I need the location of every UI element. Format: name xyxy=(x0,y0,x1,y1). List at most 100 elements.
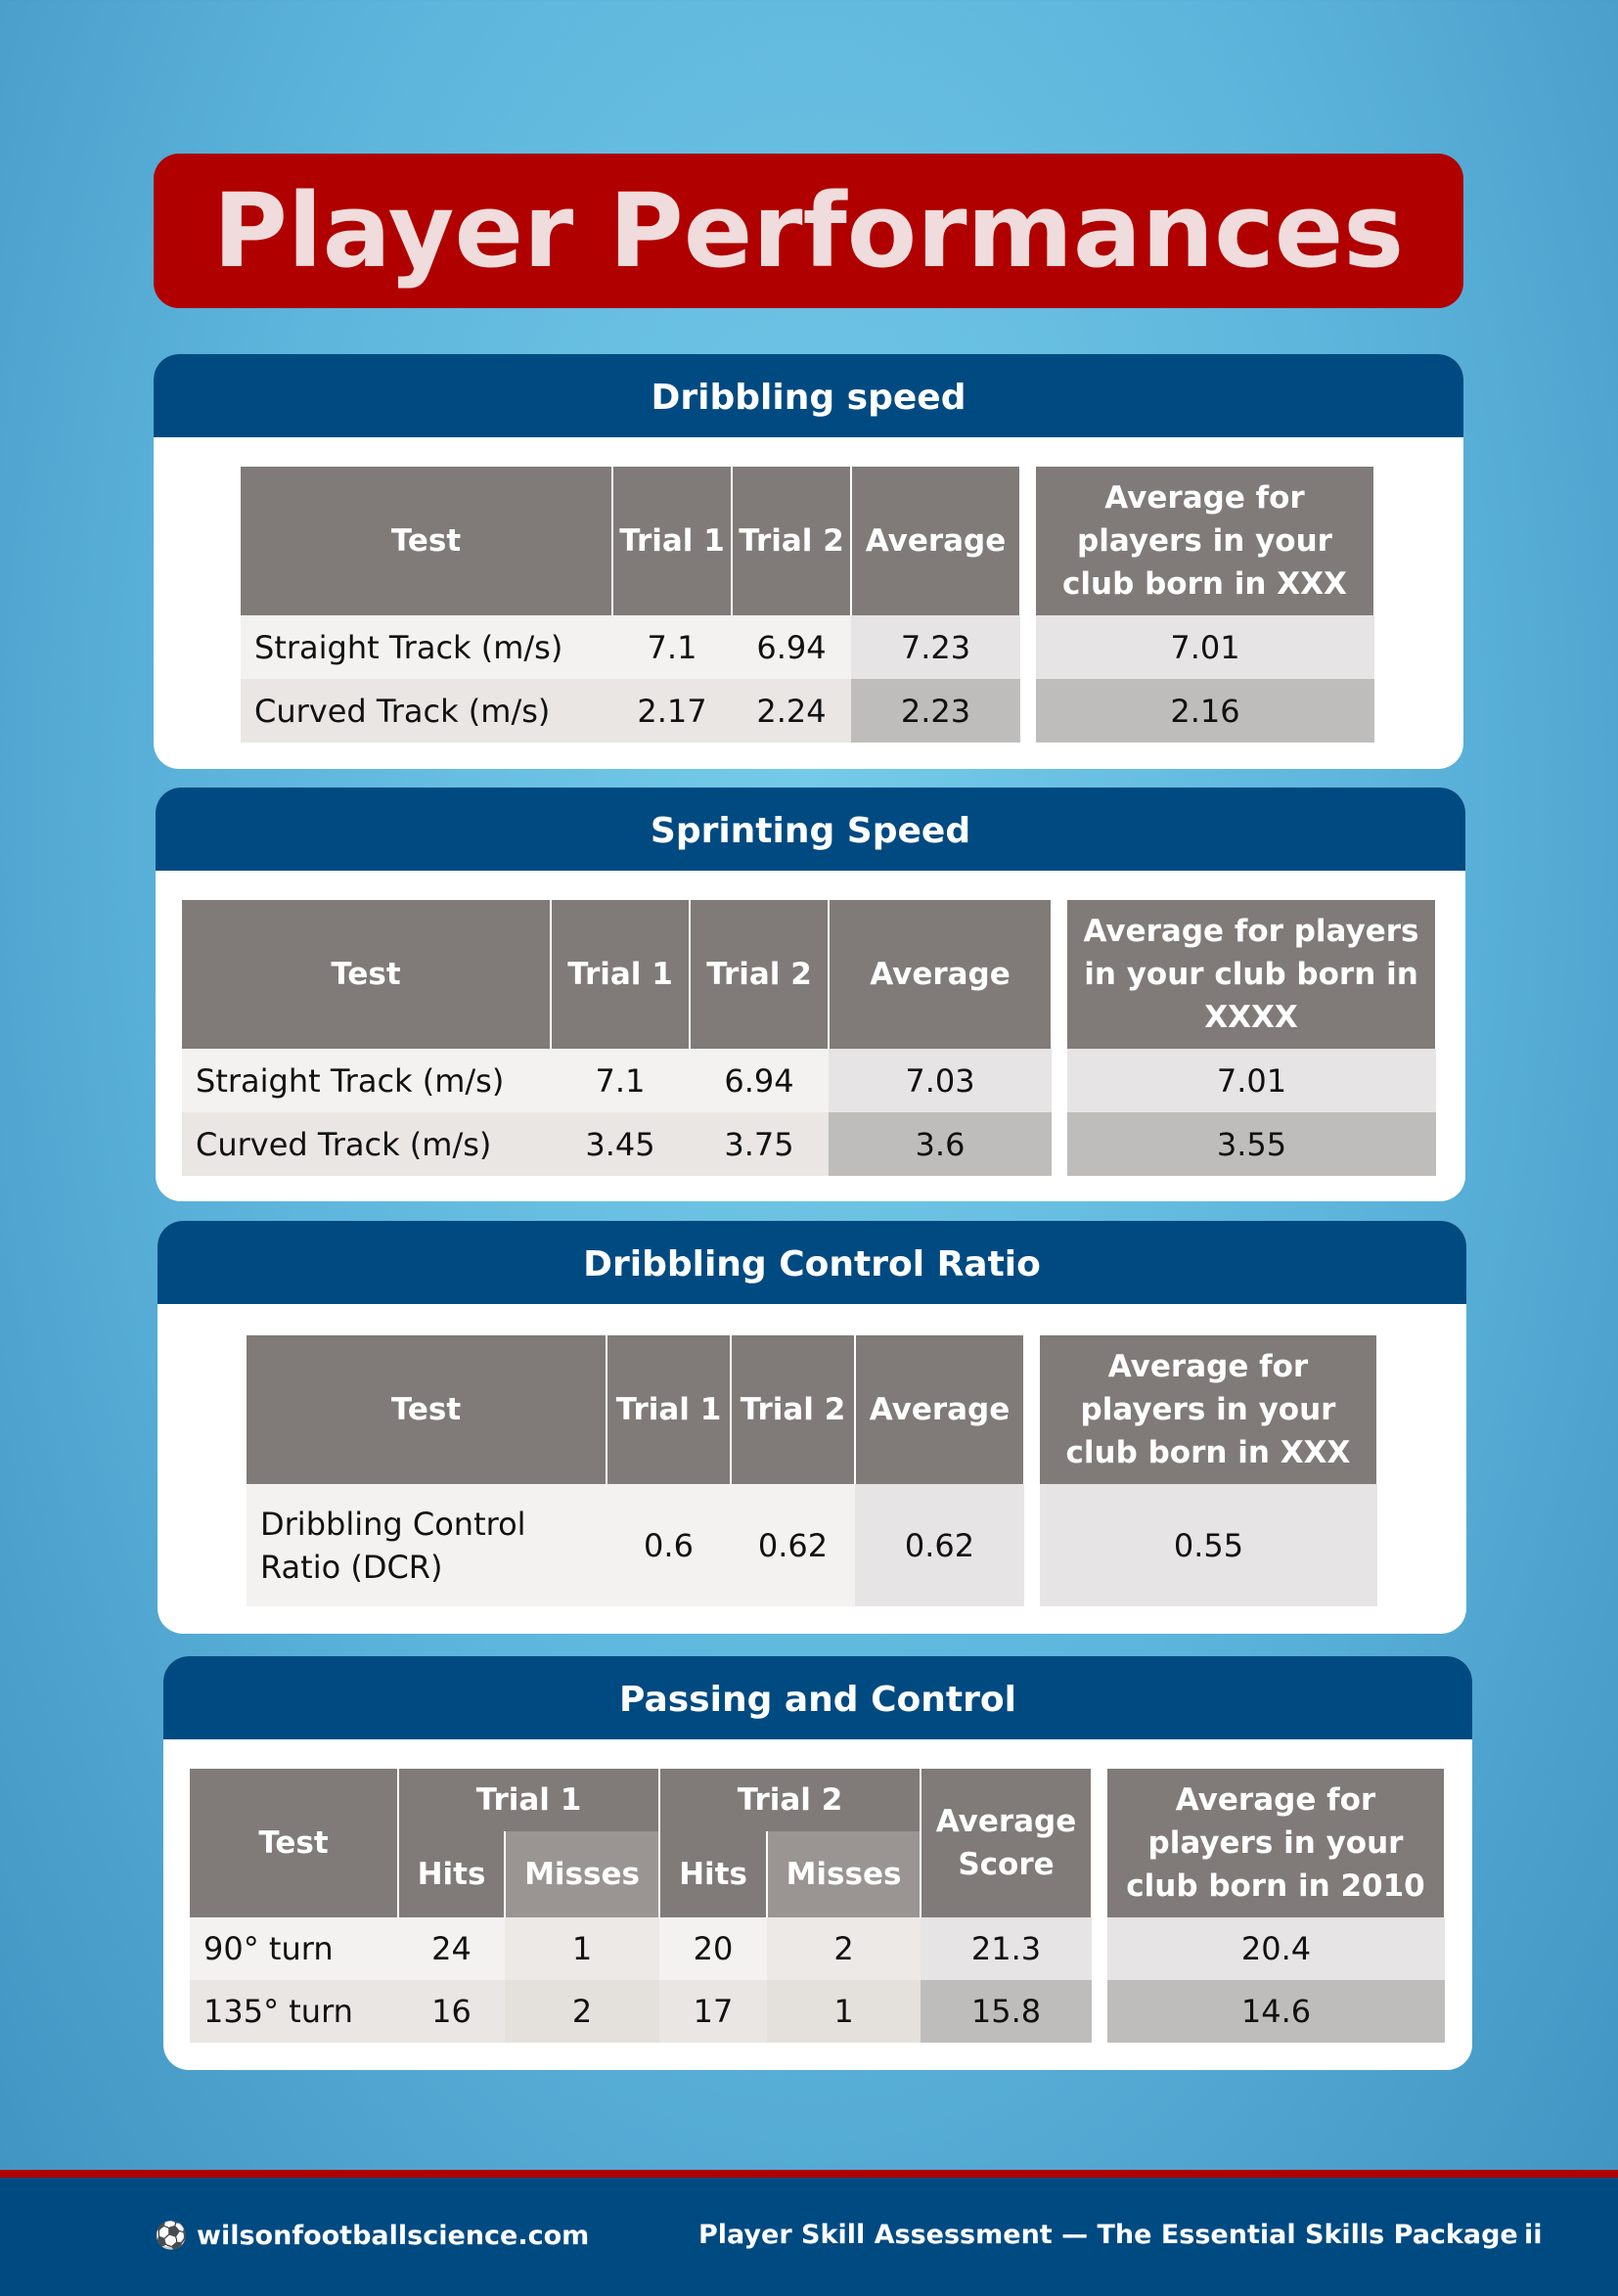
row-label: Dribbling Control Ratio (DCR) xyxy=(247,1484,607,1606)
data-table: Test Trial 1 Trial 2 Average Score Average f… xyxy=(190,1769,1446,2043)
cell: 7.01 xyxy=(1067,1049,1436,1112)
cell: 3.55 xyxy=(1067,1112,1436,1176)
column-header: Trial 2 xyxy=(659,1769,921,1831)
column-header: Average for players in your club born in… xyxy=(1107,1769,1446,1917)
cell: 1 xyxy=(505,1917,659,1980)
section-header: Dribbling Control Ratio xyxy=(157,1221,1466,1304)
cell: 0.6 xyxy=(607,1484,731,1606)
section-card: Dribbling speed Test Trial 1 Trial 2 Average… xyxy=(154,354,1463,769)
spacer xyxy=(1052,1049,1067,1112)
cell: 14.6 xyxy=(1107,1980,1445,2043)
footer: ⚽ wilsonfootballscience.com Player Skill… xyxy=(0,2170,1618,2296)
cell: 24 xyxy=(398,1917,505,1980)
column-header: Trial 2 xyxy=(731,1335,856,1484)
row-label: Curved Track (m/s) xyxy=(182,1112,551,1176)
column-header: Test xyxy=(247,1335,607,1484)
header-row: Test Trial 1 Trial 2 Average Average for pla… xyxy=(241,467,1375,615)
section-card: Sprinting Speed Test Trial 1 Trial 2 Average… xyxy=(156,788,1465,1201)
cell: 3.6 xyxy=(829,1112,1052,1176)
cell: 17 xyxy=(659,1980,767,2043)
header-row: Test Trial 1 Trial 2 Average Score Average f… xyxy=(190,1769,1446,1917)
data-table: Test Trial 1 Trial 2 Average Average for pla… xyxy=(247,1335,1378,1606)
data-row: 135° turn 16 2 17 1 15.8 14.6 xyxy=(190,1980,1445,2043)
cell: 6.94 xyxy=(732,615,851,679)
data-row: Straight Track (m/s) 7.1 6.94 7.03 7.01 xyxy=(182,1049,1436,1112)
section-header: Sprinting Speed xyxy=(156,788,1465,871)
section-header: Dribbling speed xyxy=(154,354,1463,437)
column-header: Average xyxy=(855,1335,1025,1484)
cell: 2 xyxy=(767,1917,921,1980)
cell: 2.24 xyxy=(732,679,851,743)
cell: 3.75 xyxy=(690,1112,829,1176)
spacer xyxy=(1092,1769,1107,1917)
column-header: Test xyxy=(241,467,613,615)
subheader-row: Hits Misses Hits Misses xyxy=(190,1831,1445,1917)
cell: 7.03 xyxy=(829,1049,1052,1112)
footer-site: ⚽ wilsonfootballscience.com xyxy=(155,2221,590,2251)
row-label: Straight Track (m/s) xyxy=(241,615,612,679)
column-header: Average for players in your club born in… xyxy=(1036,467,1375,615)
subcolumn-header: Misses xyxy=(767,1831,921,1917)
spacer xyxy=(1092,1917,1107,1980)
data-row: Curved Track (m/s) 3.45 3.75 3.6 3.55 xyxy=(182,1112,1436,1176)
column-header: Average for players in your club born in… xyxy=(1067,900,1437,1049)
column-header: Average Score xyxy=(921,1769,1093,1917)
footer-page: ii xyxy=(1524,2220,1543,2250)
footer-site-text: wilsonfootballscience.com xyxy=(197,2221,590,2251)
column-header: Trial 1 xyxy=(551,900,691,1049)
page-title: Player Performances xyxy=(154,154,1463,308)
cell: 7.1 xyxy=(551,1049,690,1112)
column-header: Average for players in your club born in… xyxy=(1040,1335,1378,1484)
column-header: Test xyxy=(190,1769,399,1917)
subcolumn-header: Hits xyxy=(659,1831,768,1917)
spacer xyxy=(1092,1980,1107,2043)
spacer xyxy=(1020,467,1036,615)
spacer xyxy=(1020,679,1036,743)
cell: 1 xyxy=(767,1980,921,2043)
subcolumn-header: Hits xyxy=(398,1831,506,1917)
data-row: Straight Track (m/s) 7.1 6.94 7.23 7.01 xyxy=(241,615,1374,679)
cell: 2.23 xyxy=(851,679,1020,743)
cell: 7.01 xyxy=(1036,615,1374,679)
cell: 7.1 xyxy=(612,615,732,679)
header-row: Test Trial 1 Trial 2 Average Average for pla… xyxy=(247,1335,1378,1484)
cell: 2.16 xyxy=(1036,679,1374,743)
cell: 6.94 xyxy=(690,1049,829,1112)
spacer xyxy=(1052,1112,1067,1176)
column-header: Trial 2 xyxy=(732,467,852,615)
cell: 20.4 xyxy=(1107,1917,1445,1980)
column-header: Trial 1 xyxy=(607,1335,732,1484)
footer-package: Player Skill Assessment — The Essential … xyxy=(698,2220,1518,2250)
cell: 15.8 xyxy=(921,1980,1092,2043)
column-header: Test xyxy=(182,900,552,1049)
row-label: Straight Track (m/s) xyxy=(182,1049,551,1112)
data-row: Dribbling Control Ratio (DCR) 0.6 0.62 0.62… xyxy=(247,1484,1377,1606)
cell: 0.62 xyxy=(855,1484,1024,1606)
cell: 3.45 xyxy=(551,1112,690,1176)
cell: 2 xyxy=(505,1980,659,2043)
spacer xyxy=(1024,1484,1040,1606)
data-table: Test Trial 1 Trial 2 Average Average for pla… xyxy=(241,467,1375,743)
row-label: 90° turn xyxy=(190,1917,398,1980)
cell: 0.55 xyxy=(1040,1484,1377,1606)
cell: 21.3 xyxy=(921,1917,1092,1980)
section-card: Dribbling Control Ratio Test Trial 1 Trial … xyxy=(157,1221,1466,1634)
spacer xyxy=(1024,1335,1040,1484)
section-card: Passing and Control Test Trial 1 Trial 2 Ave… xyxy=(163,1656,1472,2070)
cell: 7.23 xyxy=(851,615,1020,679)
column-header: Trial 1 xyxy=(612,467,733,615)
header-row: Test Trial 1 Trial 2 Average Average for pla… xyxy=(182,900,1437,1049)
column-header: Average xyxy=(851,467,1021,615)
data-row: 90° turn 24 1 20 2 21.3 20.4 xyxy=(190,1917,1445,1980)
cell: 16 xyxy=(398,1980,505,2043)
spacer xyxy=(1020,615,1036,679)
data-row: Curved Track (m/s) 2.17 2.24 2.23 2.16 xyxy=(241,679,1374,743)
row-label: Curved Track (m/s) xyxy=(241,679,612,743)
subcolumn-header: Misses xyxy=(505,1831,660,1917)
cell: 20 xyxy=(659,1917,767,1980)
cell: 0.62 xyxy=(731,1484,855,1606)
column-header: Average xyxy=(829,900,1053,1049)
row-label: 135° turn xyxy=(190,1980,398,2043)
spacer xyxy=(1052,900,1067,1049)
